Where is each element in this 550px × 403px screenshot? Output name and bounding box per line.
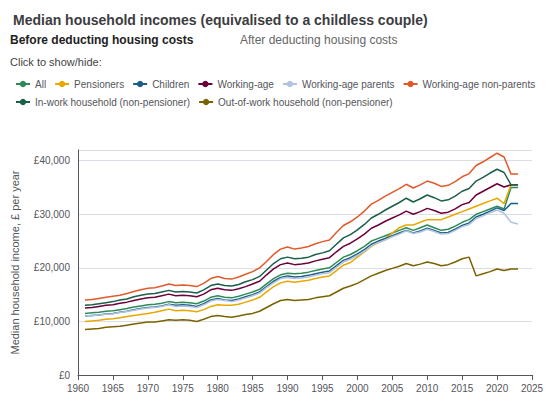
svg-text:1980: 1980	[207, 383, 230, 394]
svg-text:2020: 2020	[486, 383, 509, 394]
svg-text:£40,000: £40,000	[34, 155, 71, 166]
svg-text:1960: 1960	[67, 383, 90, 394]
svg-text:After deducting housing costs: After deducting housing costs	[240, 33, 397, 47]
svg-text:Before deducting housing costs: Before deducting housing costs	[10, 33, 194, 47]
svg-text:£0: £0	[59, 370, 71, 381]
svg-text:1965: 1965	[102, 383, 125, 394]
svg-text:£30,000: £30,000	[34, 209, 71, 220]
svg-text:Working-age non-parents: Working-age non-parents	[423, 79, 536, 90]
svg-text:2025: 2025	[521, 383, 544, 394]
svg-text:1970: 1970	[137, 383, 160, 394]
svg-text:Median household income, £ per: Median household income, £ per year	[9, 170, 21, 354]
svg-text:1985: 1985	[241, 383, 264, 394]
svg-text:2010: 2010	[416, 383, 439, 394]
svg-text:2005: 2005	[381, 383, 404, 394]
svg-text:1990: 1990	[276, 383, 299, 394]
svg-text:Children: Children	[152, 79, 189, 90]
svg-text:All: All	[35, 79, 46, 90]
svg-text:Out-of-work household (non-pen: Out-of-work household (non-pensioner)	[218, 97, 393, 108]
svg-text:£20,000: £20,000	[34, 262, 71, 273]
svg-text:Click to show/hide:: Click to show/hide:	[10, 56, 102, 68]
svg-text:Pensioners: Pensioners	[74, 79, 124, 90]
svg-text:1995: 1995	[311, 383, 334, 394]
svg-text:In-work household (non-pension: In-work household (non-pensioner)	[35, 97, 190, 108]
svg-text:2015: 2015	[451, 383, 474, 394]
svg-text:2000: 2000	[346, 383, 369, 394]
svg-text:£10,000: £10,000	[34, 316, 71, 327]
svg-text:Working-age: Working-age	[217, 79, 274, 90]
svg-text:Median household incomes (equi: Median household incomes (equivalised to…	[13, 12, 428, 28]
svg-text:1975: 1975	[172, 383, 195, 394]
svg-text:Working-age parents: Working-age parents	[302, 79, 395, 90]
